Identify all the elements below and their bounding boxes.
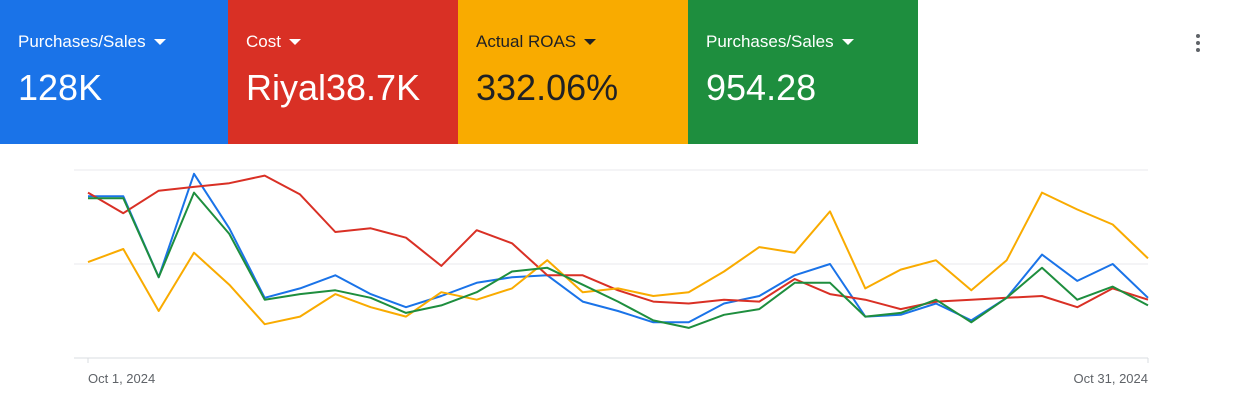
series-line-2	[87, 191, 1149, 326]
scorecard-value: 128K	[18, 67, 103, 108]
scorecard-value: 332.06%	[476, 67, 619, 108]
scorecard-purchases-sales-value[interactable]: Purchases/Sales 954.28	[688, 0, 918, 144]
scorecard-label: Actual ROAS	[476, 32, 577, 51]
dropdown-arrow-icon	[584, 39, 597, 45]
scorecard-value: Riyal38.7K	[246, 67, 421, 108]
x-axis-start-label: Oct 1, 2024	[88, 371, 155, 386]
scorecard-actual-roas[interactable]: Actual ROAS 332.06%	[458, 0, 688, 144]
scorecard-purchases-sales[interactable]: Purchases/Sales 128K	[0, 0, 230, 144]
series-line-3	[88, 191, 1149, 329]
scorecard-metric-selector[interactable]: Actual ROAS	[476, 32, 688, 52]
scorecard-cost[interactable]: Cost Riyal38.7K	[228, 0, 458, 144]
scorecard-metric-selector[interactable]: Purchases/Sales	[706, 32, 918, 52]
dropdown-arrow-icon	[288, 39, 301, 45]
series-line-1	[87, 174, 1149, 311]
more-options-icon[interactable]	[1185, 28, 1211, 58]
scorecard-metric-selector[interactable]: Cost	[246, 32, 458, 52]
x-axis-end-label: Oct 31, 2024	[1074, 371, 1148, 386]
scorecard-label: Purchases/Sales	[706, 32, 834, 51]
scorecard-label: Cost	[246, 32, 281, 51]
scorecard-metric-selector[interactable]: Purchases/Sales	[18, 32, 230, 52]
dropdown-arrow-icon	[841, 39, 854, 45]
scorecard-value: 954.28	[706, 67, 817, 108]
scorecard-label: Purchases/Sales	[18, 32, 146, 51]
series-line-0	[88, 172, 1149, 324]
dropdown-arrow-icon	[153, 39, 166, 45]
